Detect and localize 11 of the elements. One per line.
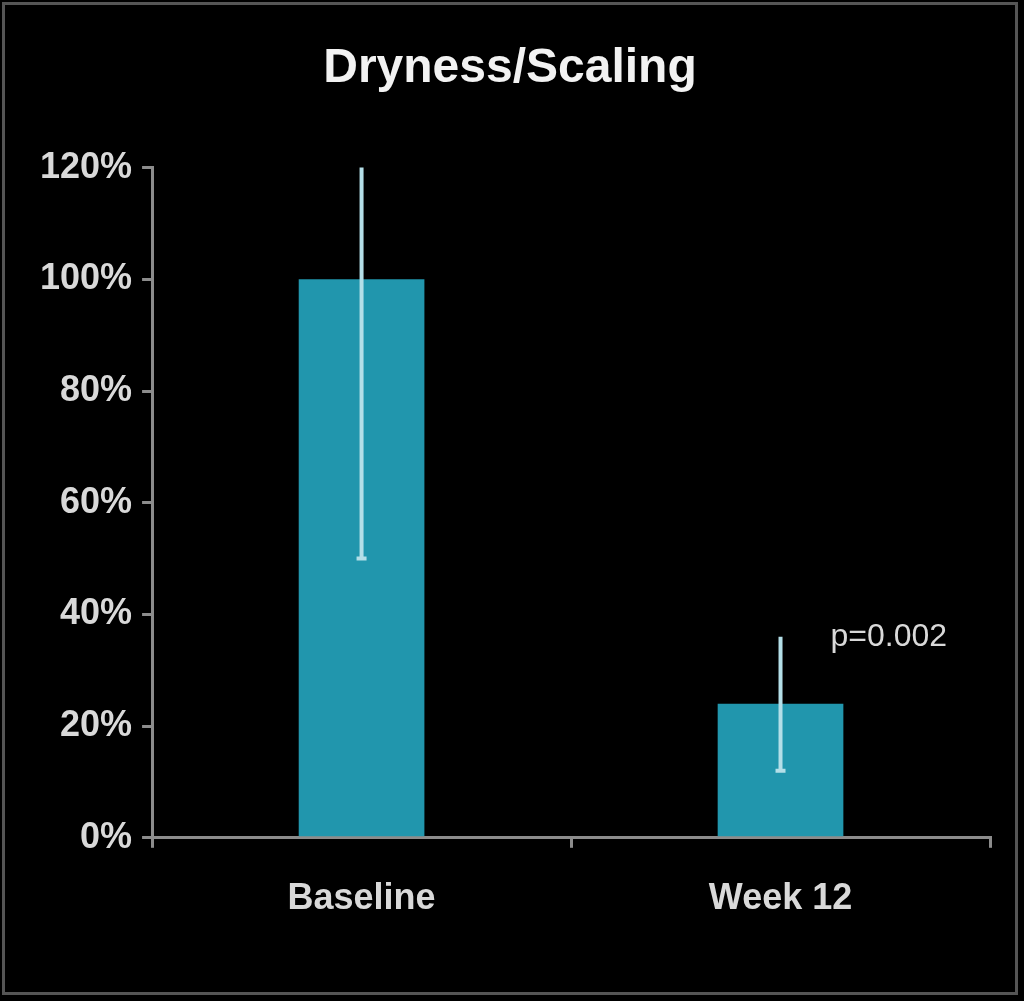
x-tick-label: Baseline xyxy=(287,876,436,918)
y-tick-label: 120% xyxy=(40,144,133,186)
y-tick-label: 20% xyxy=(60,703,133,745)
y-tick-label: 40% xyxy=(60,591,133,633)
annotation: p=0.002 xyxy=(830,616,948,653)
y-tick-label: 0% xyxy=(80,814,133,856)
chart-title: Dryness/Scaling xyxy=(323,39,697,93)
y-tick-label: 100% xyxy=(40,256,133,298)
y-tick-label: 80% xyxy=(60,367,133,409)
y-tick-label: 60% xyxy=(60,479,133,521)
x-tick-label: Week 12 xyxy=(708,876,853,918)
